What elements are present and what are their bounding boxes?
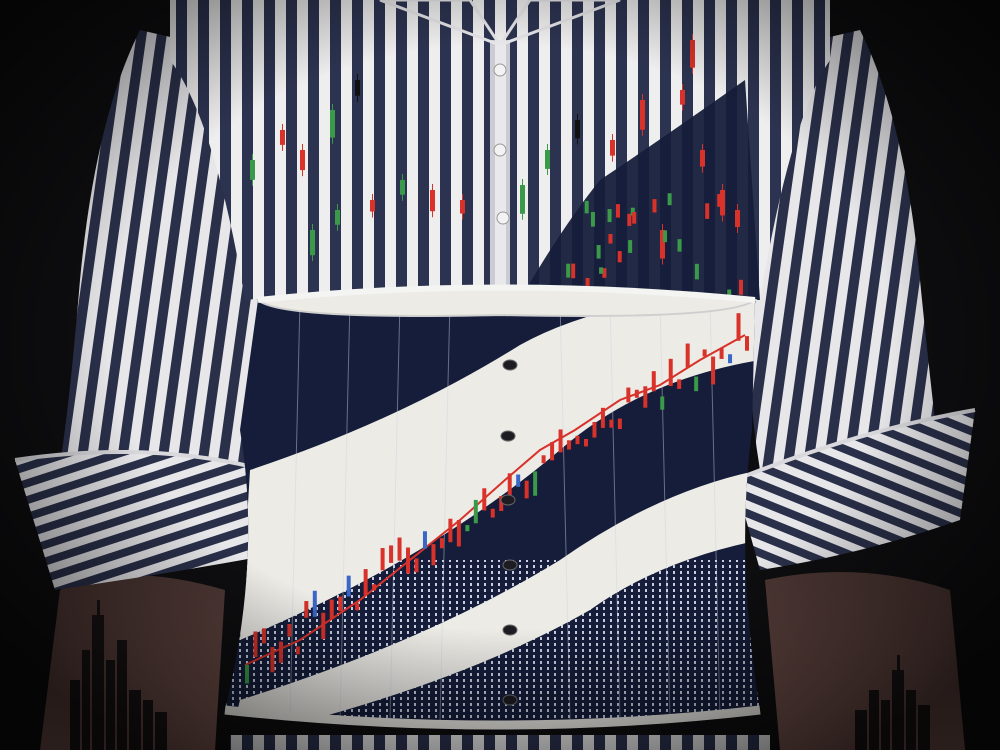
photo-scene (0, 0, 1000, 750)
vignette (0, 0, 1000, 750)
